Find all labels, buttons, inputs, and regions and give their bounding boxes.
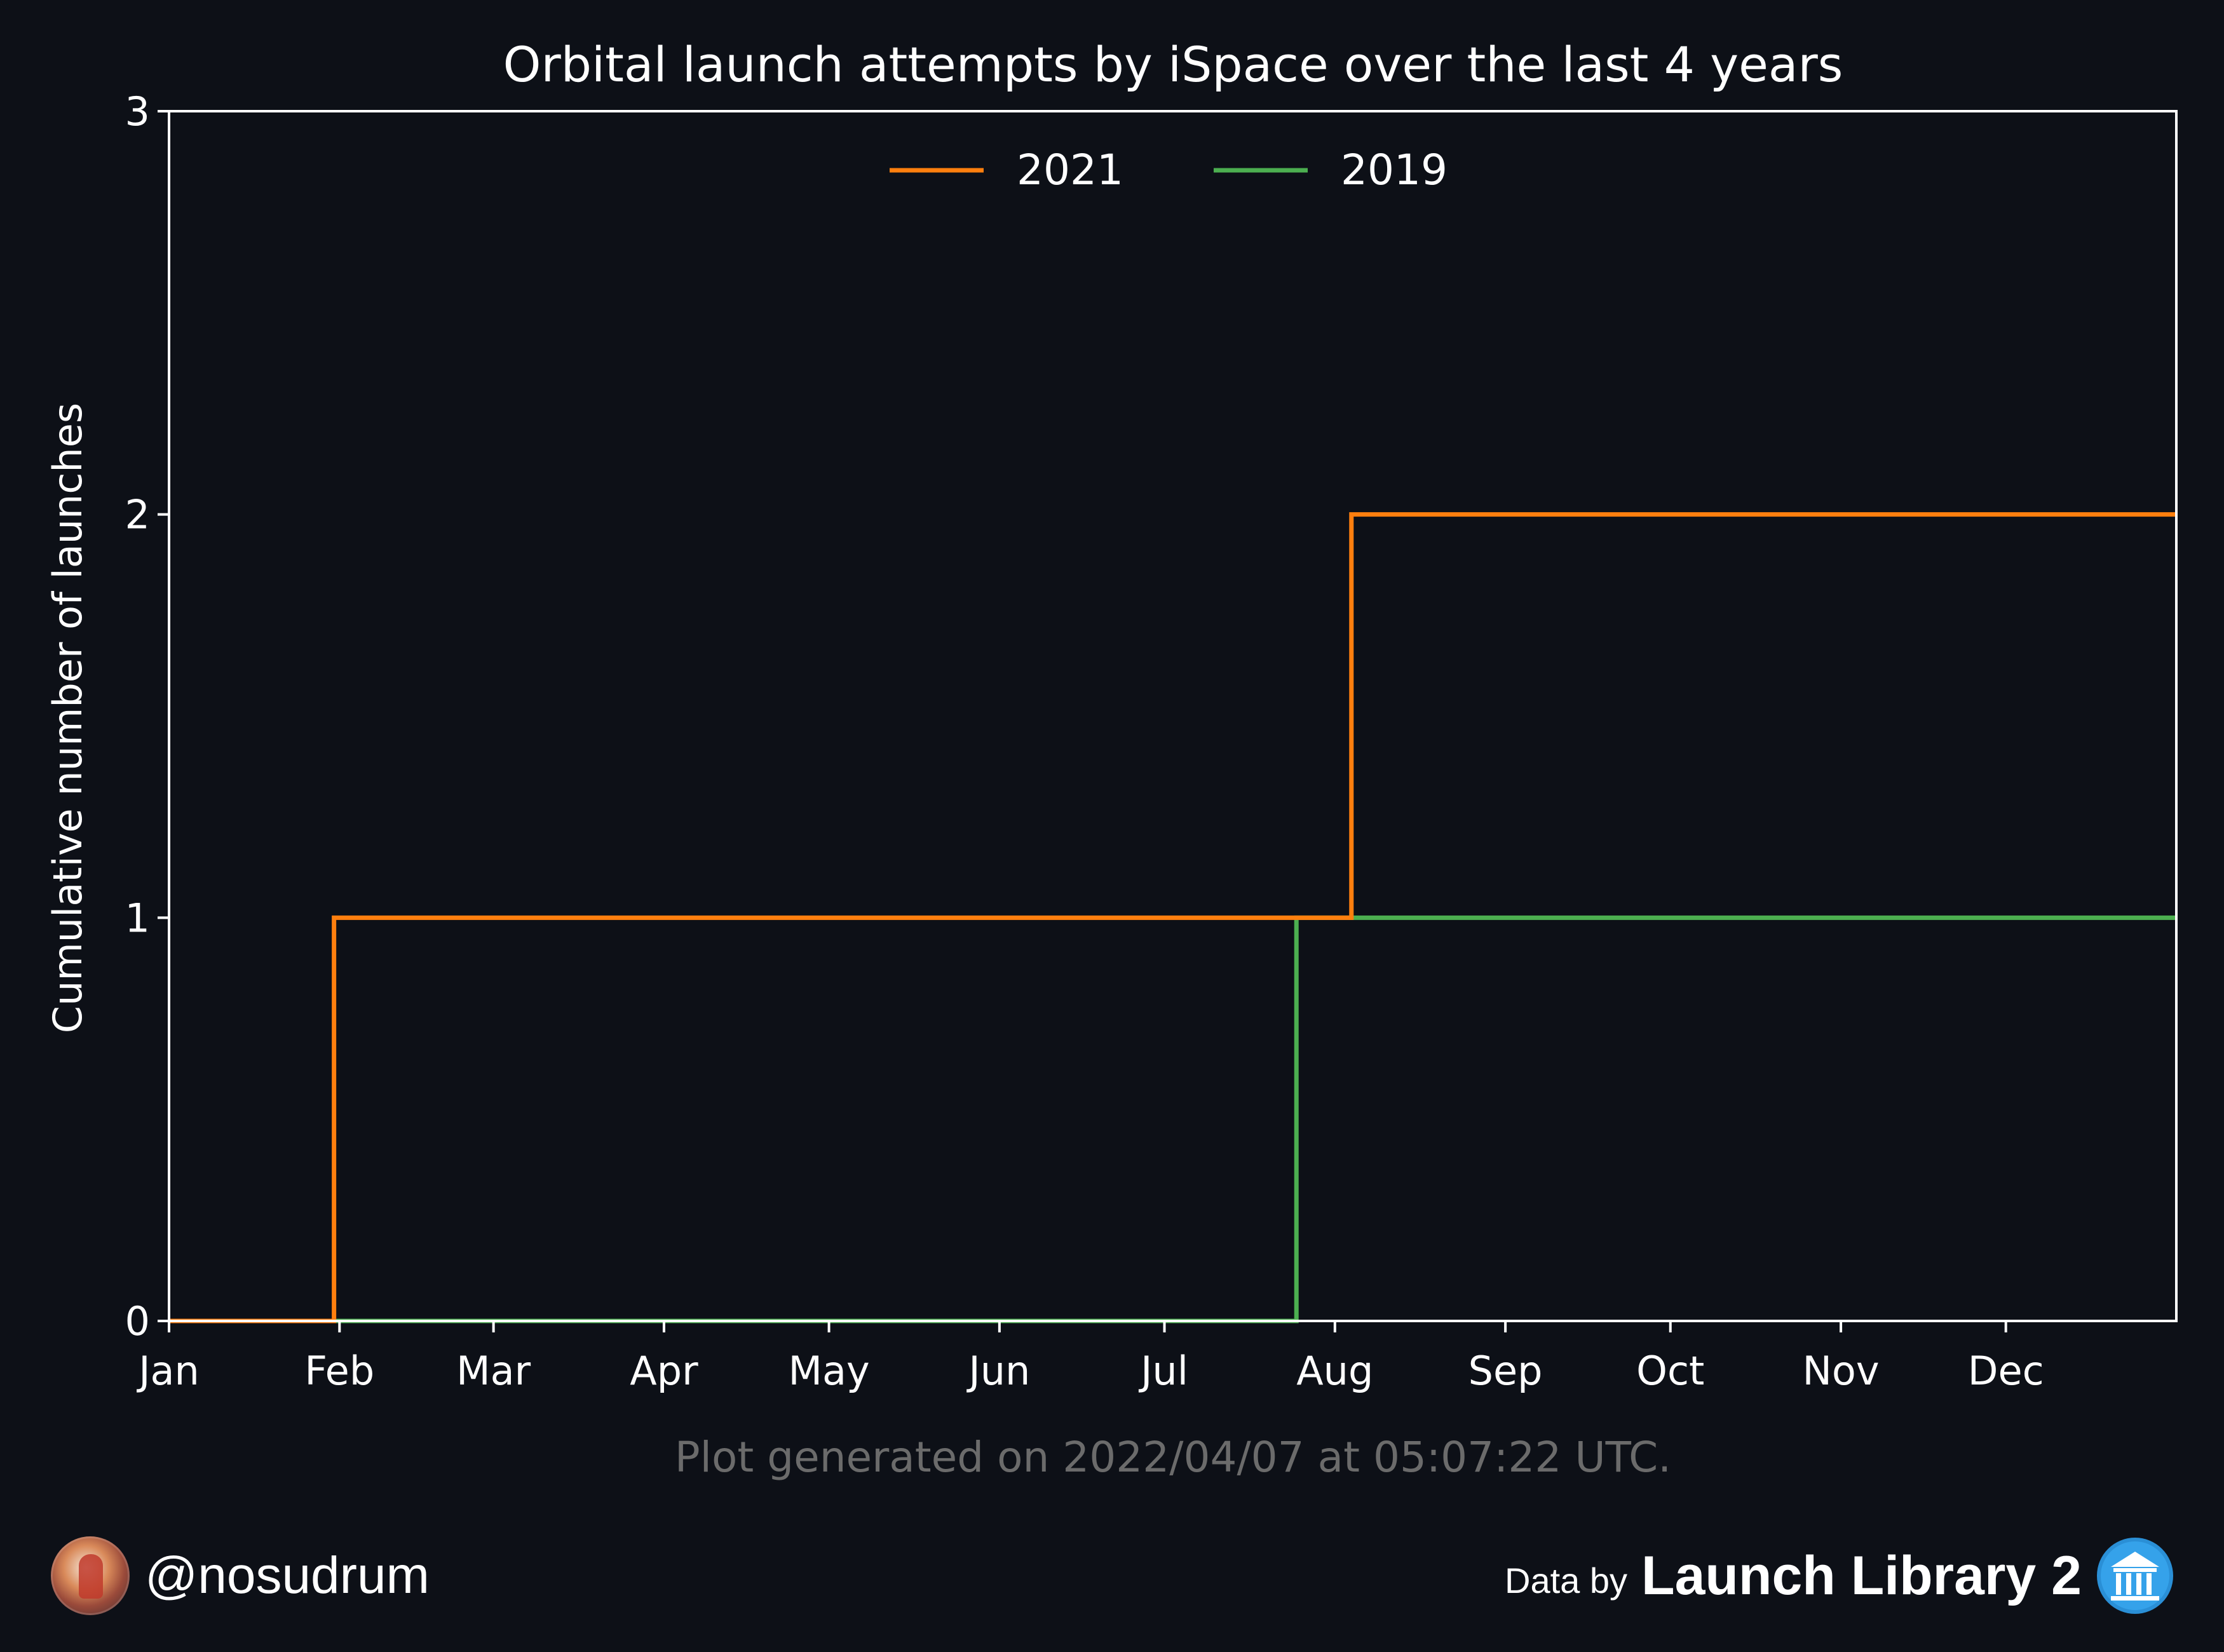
author-credit: @nosudrum xyxy=(51,1536,430,1615)
y-axis-label: Cumulative number of launches xyxy=(44,403,91,1033)
x-tick-label: Apr xyxy=(630,1348,698,1394)
author-handle: @nosudrum xyxy=(145,1547,430,1604)
data-by-label: Data by xyxy=(1505,1560,1628,1601)
x-tick-label: Sep xyxy=(1468,1348,1543,1394)
data-source-credit: Data by Launch Library 2 xyxy=(1505,1538,2174,1614)
x-tick-label: Mar xyxy=(456,1348,531,1394)
footnote: Plot generated on 2022/04/07 at 05:07:22… xyxy=(675,1433,1671,1482)
x-tick-label: Feb xyxy=(304,1348,374,1394)
x-tick-label: Oct xyxy=(1636,1348,1704,1394)
legend: 2021 2019 xyxy=(890,146,1448,194)
ticks-layer: 0 1 2 3 Jan Feb Mar Apr May Jun Jul Aug Sep Oct Nov Dec xyxy=(125,88,2044,1394)
x-tick-label: Aug xyxy=(1296,1348,1373,1394)
data-source-name: Launch Library 2 xyxy=(1641,1545,2082,1606)
y-tick-label: 3 xyxy=(125,88,150,135)
x-tick-label: Jun xyxy=(966,1348,1030,1394)
x-tick-label: May xyxy=(788,1348,869,1394)
series-line-2019 xyxy=(169,915,2176,1324)
bank-icon xyxy=(2097,1538,2173,1614)
legend-label-2021: 2021 xyxy=(1017,146,1123,194)
x-tick-label: Jan xyxy=(136,1348,200,1394)
chart-title: Orbital launch attempts by iSpace over t… xyxy=(503,36,1843,93)
x-tick-label: Jul xyxy=(1138,1348,1188,1394)
y-tick-label: 0 xyxy=(125,1298,150,1344)
plot-frame xyxy=(168,110,2178,1322)
y-tick-label: 2 xyxy=(125,492,150,538)
legend-label-2019: 2019 xyxy=(1341,146,1448,194)
avatar-icon xyxy=(51,1536,130,1615)
series-layer xyxy=(169,512,2176,1324)
y-tick-label: 1 xyxy=(125,895,150,941)
x-tick-label: Nov xyxy=(1803,1348,1880,1394)
x-tick-label: Dec xyxy=(1968,1348,2044,1394)
